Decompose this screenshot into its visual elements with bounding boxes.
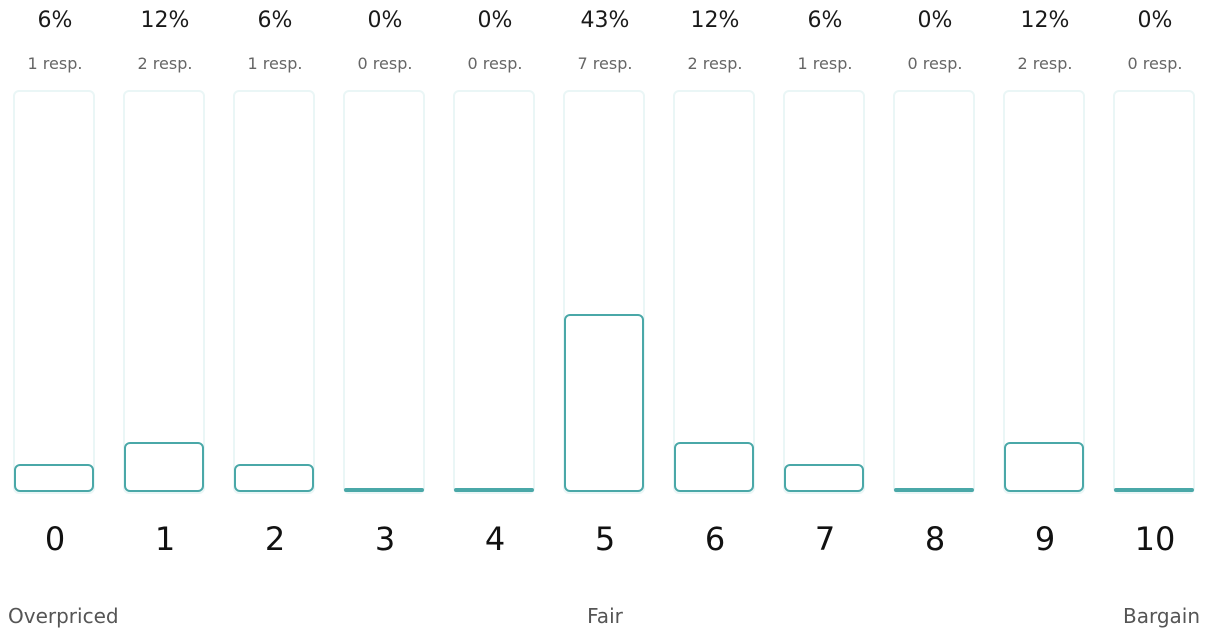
rating-column: 6% 1 resp. 0: [0, 0, 110, 637]
rating-column: 6% 1 resp. 2: [220, 0, 330, 637]
rating-number: 10: [1134, 520, 1176, 558]
response-count-label: 2 resp.: [1017, 54, 1073, 73]
percent-label: 12%: [140, 8, 190, 33]
rating-number: 3: [374, 520, 396, 558]
bar: [564, 314, 644, 492]
rating-number: 5: [594, 520, 616, 558]
rating-column: 12% 2 resp. 1: [110, 0, 220, 637]
rating-number: 1: [154, 520, 176, 558]
percent-label: 0%: [917, 8, 953, 33]
rating-number: 4: [484, 520, 506, 558]
bar-track: [343, 90, 425, 494]
bar-track: [563, 90, 645, 494]
bar-track: [13, 90, 95, 494]
percent-label: 0%: [367, 8, 403, 33]
bar: [674, 442, 754, 492]
percent-label: 0%: [477, 8, 513, 33]
bar-track: [453, 90, 535, 494]
rating-number: 7: [814, 520, 836, 558]
rating-number: 6: [704, 520, 726, 558]
bar: [454, 488, 534, 492]
response-count-label: 0 resp.: [357, 54, 413, 73]
response-count-label: 2 resp.: [137, 54, 193, 73]
rating-number: 8: [924, 520, 946, 558]
bar-track: [673, 90, 755, 494]
bar: [14, 464, 94, 492]
percent-label: 43%: [580, 8, 630, 33]
rating-column: 0% 0 resp. 4: [440, 0, 550, 637]
response-count-label: 7 resp.: [577, 54, 633, 73]
response-count-label: 1 resp.: [27, 54, 83, 73]
anchor-label-right: Bargain: [1122, 604, 1200, 628]
bar-track: [893, 90, 975, 494]
percent-label: 6%: [37, 8, 73, 33]
bar-track: [123, 90, 205, 494]
percent-label: 0%: [1137, 8, 1173, 33]
response-count-label: 1 resp.: [797, 54, 853, 73]
bar: [894, 488, 974, 492]
bar: [234, 464, 314, 492]
bar: [1114, 488, 1194, 492]
bar: [124, 442, 204, 492]
rating-number: 9: [1034, 520, 1056, 558]
bar: [1004, 442, 1084, 492]
rating-column: 43% 7 resp. 5: [550, 0, 660, 637]
percent-label: 12%: [690, 8, 740, 33]
percent-label: 12%: [1020, 8, 1070, 33]
bar-track: [1003, 90, 1085, 494]
rating-column: 12% 2 resp. 6: [660, 0, 770, 637]
percent-label: 6%: [807, 8, 843, 33]
anchor-label-center: Fair: [587, 604, 623, 628]
bar-track: [1113, 90, 1195, 494]
bar: [784, 464, 864, 492]
rating-number: 0: [44, 520, 66, 558]
response-count-label: 1 resp.: [247, 54, 303, 73]
rating-column: 0% 0 resp. 3: [330, 0, 440, 637]
response-count-label: 0 resp.: [907, 54, 963, 73]
response-count-label: 0 resp.: [1127, 54, 1183, 73]
response-count-label: 0 resp.: [467, 54, 523, 73]
rating-column: 6% 1 resp. 7: [770, 0, 880, 637]
anchor-label-left: Overpriced: [8, 604, 119, 628]
bar-track: [783, 90, 865, 494]
bar-track: [233, 90, 315, 494]
bar: [344, 488, 424, 492]
rating-column: 12% 2 resp. 9: [990, 0, 1100, 637]
percent-label: 6%: [257, 8, 293, 33]
response-count-label: 2 resp.: [687, 54, 743, 73]
rating-column: 0% 0 resp. 10: [1100, 0, 1210, 637]
rating-column: 0% 0 resp. 8: [880, 0, 990, 637]
rating-number: 2: [264, 520, 286, 558]
